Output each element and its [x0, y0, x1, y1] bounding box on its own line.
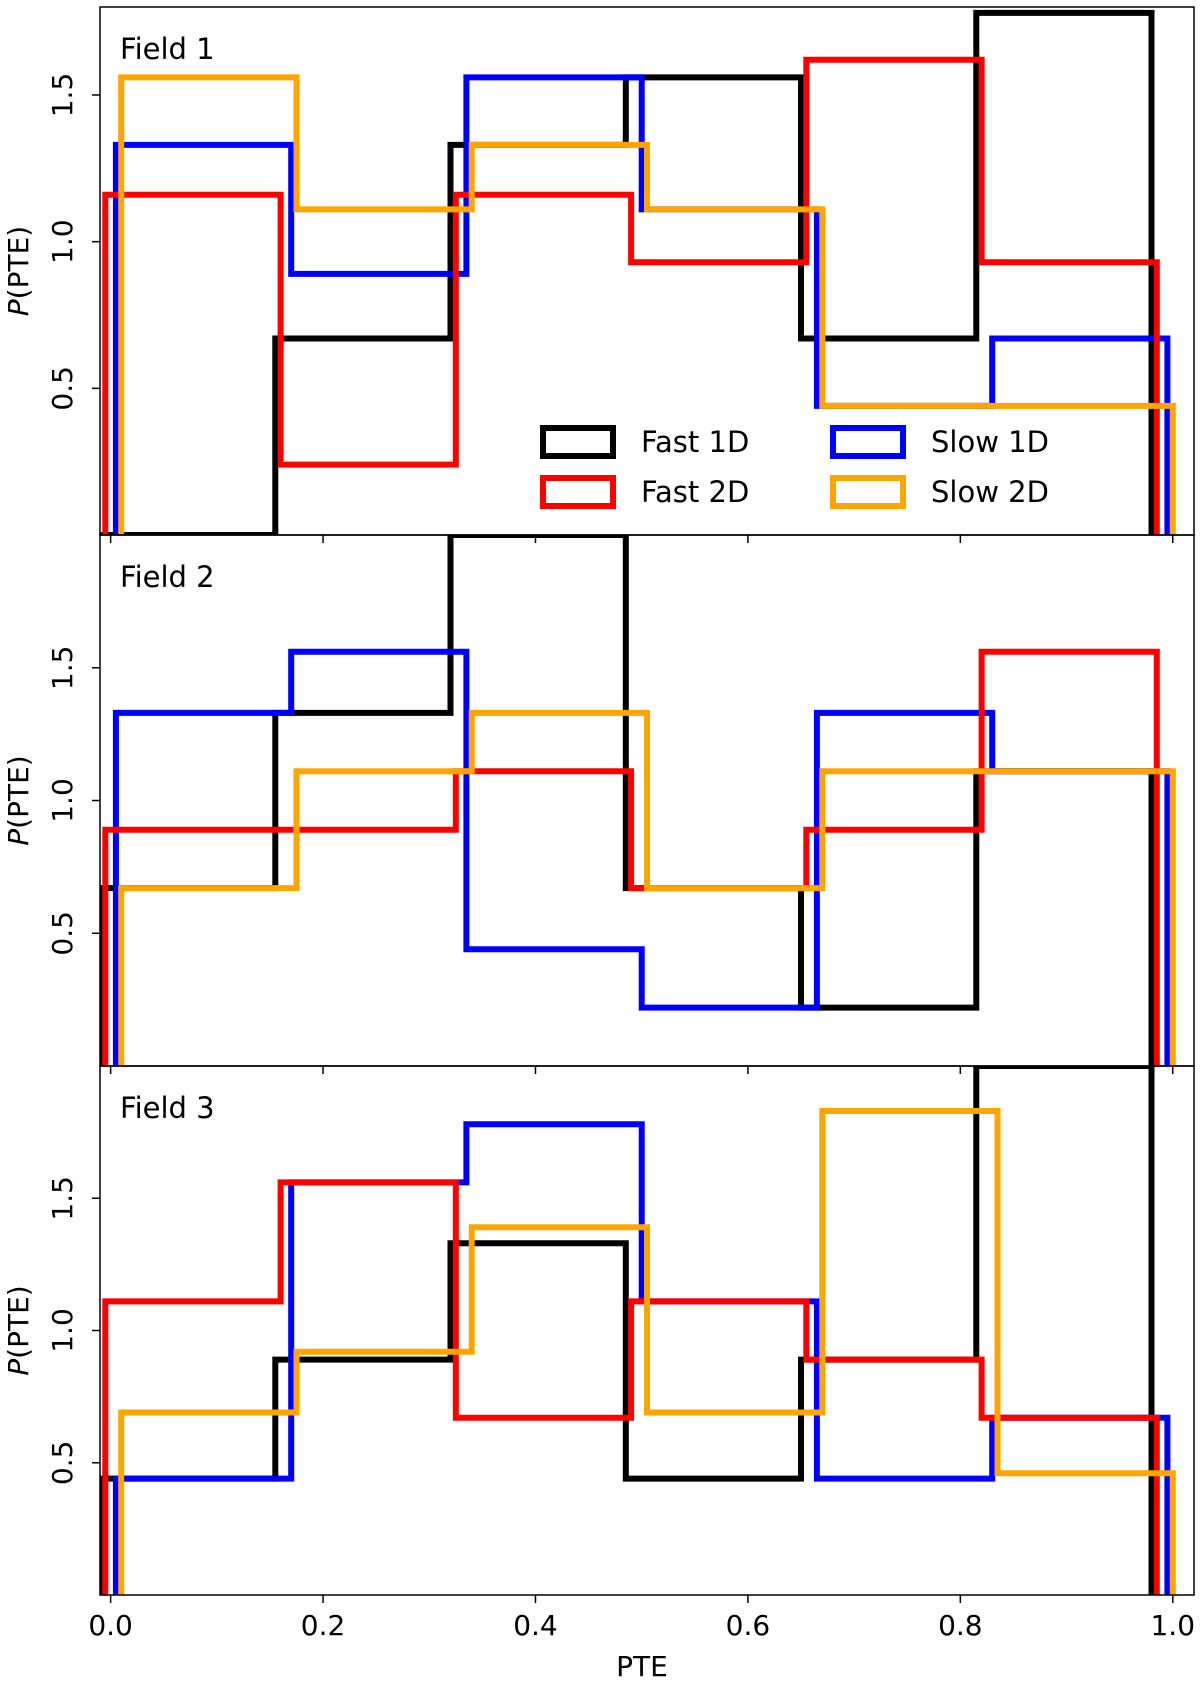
- series-fast-1d: [100, 1066, 1155, 1595]
- series-slow-2d: [118, 1108, 1176, 1595]
- series-slow-1d: [112, 1121, 1171, 1595]
- y-tick-label: 0.5: [46, 1441, 79, 1486]
- panel-3: Field 3 0.5 1.0 1.5 P(PTE) 0.0 0.2 0.4 0.6 0.8 1.0: [2, 1065, 1195, 1642]
- x-tick-label: 0.0: [88, 1609, 133, 1642]
- legend-entry: Fast 1D: [540, 425, 749, 459]
- y-axis-label: P(PTE): [2, 755, 35, 845]
- x-tick-label: 1.0: [1150, 1609, 1195, 1642]
- y-axis-label: P(PTE): [2, 1285, 35, 1375]
- panel-2: Field 2 0.5 1.0 1.5 P(PTE): [2, 534, 1195, 1074]
- legend: Fast 1D Slow 1D Fast 2D Slow 2D: [540, 425, 1049, 509]
- y-tick-label: 0.5: [46, 911, 79, 956]
- series-group: [100, 535, 1176, 1066]
- series-slow-2d: [118, 74, 1176, 535]
- legend-swatch: [540, 475, 616, 509]
- y-axis-label: P(PTE): [2, 226, 35, 316]
- series-slow-1d: [112, 648, 1171, 1066]
- series-fast-2d: [102, 56, 1160, 535]
- panel-title: Field 2: [120, 560, 215, 594]
- series-fast-2d: [102, 648, 1160, 1066]
- y-tick-label: 1.0: [46, 778, 79, 823]
- series-group: [100, 9, 1176, 535]
- x-tick-label: 0.4: [513, 1609, 558, 1642]
- legend-label: Fast 2D: [641, 475, 749, 509]
- legend-swatch: [540, 425, 616, 459]
- series-fast-1d: [100, 535, 1155, 1066]
- y-tick-label: 0.5: [46, 366, 79, 411]
- legend-entry: Slow 2D: [830, 475, 1049, 509]
- legend-swatch: [830, 425, 906, 459]
- x-axis-label: PTE: [616, 1650, 668, 1683]
- y-tick-label: 1.0: [46, 219, 79, 264]
- legend-entry: Fast 2D: [540, 475, 749, 509]
- legend-label: Slow 1D: [931, 425, 1049, 459]
- legend-label: Fast 1D: [641, 425, 749, 459]
- panel-title: Field 3: [120, 1091, 215, 1125]
- legend-swatch: [830, 475, 906, 509]
- series-group: [100, 1066, 1176, 1595]
- y-tick-label: 1.5: [46, 646, 79, 691]
- y-tick-label: 1.5: [46, 1176, 79, 1221]
- x-tick-label: 0.8: [938, 1609, 983, 1642]
- legend-label: Slow 2D: [931, 475, 1049, 509]
- x-tick-label: 0.2: [301, 1609, 346, 1642]
- series-slow-2d: [118, 709, 1176, 1066]
- legend-entry: Slow 1D: [830, 425, 1049, 459]
- panel-title: Field 1: [120, 32, 215, 66]
- y-tick-label: 1.5: [46, 73, 79, 118]
- series-fast-2d: [102, 1179, 1160, 1595]
- x-tick-label: 0.6: [726, 1609, 771, 1642]
- panels-group: Field 1 0.5 1.0 1.5 P(PTE) Field 2 0.5 1.0 1.5 P(…: [2, 6, 1195, 1642]
- panel-1: Field 1 0.5 1.0 1.5 P(PTE): [2, 6, 1195, 543]
- y-tick-label: 1.0: [46, 1308, 79, 1353]
